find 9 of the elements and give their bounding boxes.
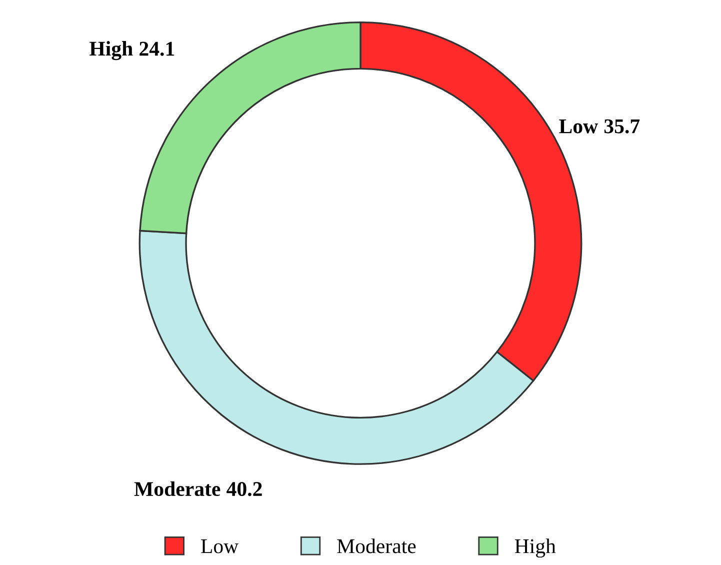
legend-label: Moderate	[337, 538, 416, 554]
slice-label: High	[90, 41, 133, 60]
legend-label: Low	[201, 539, 239, 554]
data-label: 35.7	[604, 119, 640, 134]
legend-label: High	[514, 538, 556, 558]
slice-label: Low	[559, 119, 598, 134]
slice-label: Moderate	[134, 481, 220, 496]
data-label: 40.2	[226, 482, 262, 496]
data-label: 24.1	[140, 42, 174, 56]
